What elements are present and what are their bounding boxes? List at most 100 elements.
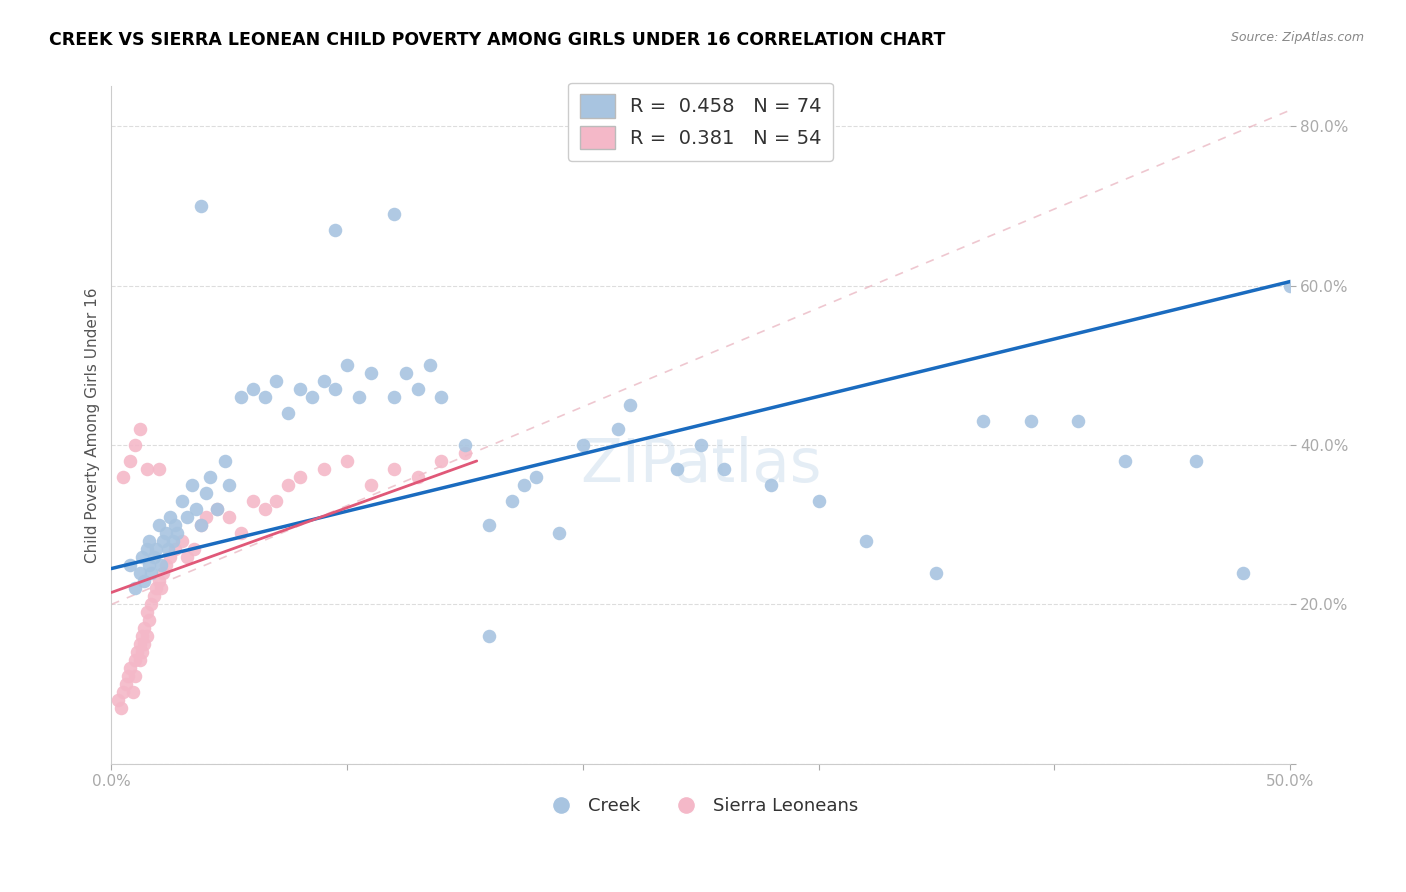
Point — [131, 629, 153, 643]
Point — [395, 366, 418, 380]
Point — [156, 541, 179, 556]
Point — [124, 653, 146, 667]
Point — [127, 645, 149, 659]
Point — [1114, 454, 1136, 468]
Point — [266, 493, 288, 508]
Point — [242, 382, 264, 396]
Point — [513, 478, 536, 492]
Point — [142, 549, 165, 564]
Point — [229, 390, 252, 404]
Point — [347, 390, 370, 404]
Point — [336, 359, 359, 373]
Point — [152, 533, 174, 548]
Point — [430, 454, 453, 468]
Point — [382, 462, 405, 476]
Point — [713, 462, 735, 476]
Point — [242, 493, 264, 508]
Point — [112, 470, 135, 484]
Point — [1232, 566, 1254, 580]
Point — [253, 390, 276, 404]
Point — [406, 470, 429, 484]
Point — [131, 645, 153, 659]
Point — [162, 533, 184, 548]
Point — [277, 478, 299, 492]
Point — [454, 446, 477, 460]
Point — [128, 422, 150, 436]
Point — [323, 223, 346, 237]
Point — [120, 661, 142, 675]
Point — [666, 462, 689, 476]
Point — [176, 549, 198, 564]
Point — [124, 669, 146, 683]
Point — [135, 606, 157, 620]
Point — [183, 541, 205, 556]
Point — [149, 558, 172, 572]
Point — [131, 549, 153, 564]
Point — [454, 438, 477, 452]
Point — [336, 454, 359, 468]
Point — [572, 438, 595, 452]
Point — [112, 685, 135, 699]
Point — [194, 509, 217, 524]
Point — [972, 414, 994, 428]
Point — [807, 493, 830, 508]
Point — [288, 382, 311, 396]
Point — [110, 701, 132, 715]
Point — [190, 517, 212, 532]
Point — [524, 470, 547, 484]
Point — [124, 438, 146, 452]
Point — [165, 541, 187, 556]
Point — [172, 493, 194, 508]
Point — [312, 462, 335, 476]
Point — [312, 374, 335, 388]
Point — [124, 582, 146, 596]
Point — [138, 533, 160, 548]
Point — [253, 501, 276, 516]
Point — [141, 598, 163, 612]
Point — [360, 478, 382, 492]
Point — [155, 525, 177, 540]
Point — [607, 422, 630, 436]
Point — [323, 382, 346, 396]
Point — [218, 509, 240, 524]
Y-axis label: Child Poverty Among Girls Under 16: Child Poverty Among Girls Under 16 — [86, 287, 100, 563]
Point — [165, 517, 187, 532]
Point — [138, 558, 160, 572]
Point — [155, 558, 177, 572]
Point — [107, 693, 129, 707]
Point — [128, 637, 150, 651]
Point — [1184, 454, 1206, 468]
Point — [121, 685, 143, 699]
Point — [619, 398, 641, 412]
Point — [141, 566, 163, 580]
Point — [134, 574, 156, 588]
Point — [176, 509, 198, 524]
Point — [180, 478, 202, 492]
Point — [135, 462, 157, 476]
Point — [477, 629, 499, 643]
Point — [145, 582, 167, 596]
Point — [1278, 278, 1301, 293]
Point — [200, 470, 222, 484]
Point — [134, 621, 156, 635]
Point — [135, 629, 157, 643]
Point — [761, 478, 783, 492]
Point — [419, 359, 441, 373]
Point — [277, 406, 299, 420]
Point — [134, 637, 156, 651]
Point — [190, 517, 212, 532]
Point — [855, 533, 877, 548]
Text: CREEK VS SIERRA LEONEAN CHILD POVERTY AMONG GIRLS UNDER 16 CORRELATION CHART: CREEK VS SIERRA LEONEAN CHILD POVERTY AM… — [49, 31, 946, 49]
Point — [1019, 414, 1042, 428]
Text: Source: ZipAtlas.com: Source: ZipAtlas.com — [1230, 31, 1364, 45]
Point — [148, 574, 170, 588]
Point — [406, 382, 429, 396]
Point — [925, 566, 948, 580]
Point — [382, 390, 405, 404]
Point — [148, 462, 170, 476]
Point — [548, 525, 571, 540]
Point — [207, 501, 229, 516]
Point — [172, 533, 194, 548]
Point — [301, 390, 323, 404]
Point — [689, 438, 711, 452]
